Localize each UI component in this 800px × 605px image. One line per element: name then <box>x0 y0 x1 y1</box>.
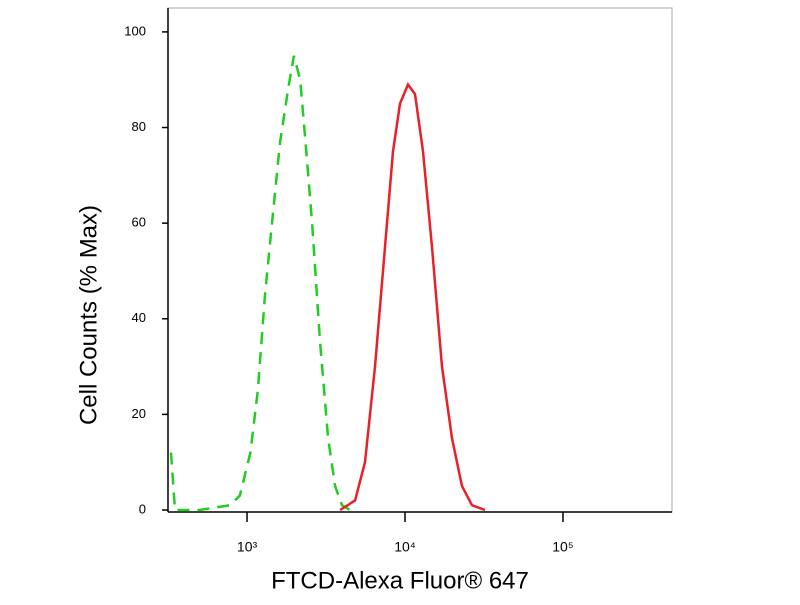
y-tick-label: 0 <box>139 501 146 516</box>
y-tick-label: 40 <box>132 310 146 325</box>
x-tick-label: 10⁴ <box>394 539 416 555</box>
y-tick-label: 80 <box>132 119 146 134</box>
x-tick-label: 10³ <box>237 539 258 555</box>
y-tick-label: 100 <box>124 23 146 38</box>
y-tick-label: 20 <box>132 406 146 421</box>
series-line <box>339 81 486 512</box>
plot-frame <box>167 7 673 513</box>
x-axis-label: FTCD-Alexa Fluor® 647 <box>271 567 529 594</box>
x-tick-label: 10⁵ <box>552 539 573 555</box>
series-line <box>169 55 351 512</box>
y-axis-label: Cell Counts (% Max) <box>75 205 102 425</box>
y-tick-label: 60 <box>132 215 146 230</box>
